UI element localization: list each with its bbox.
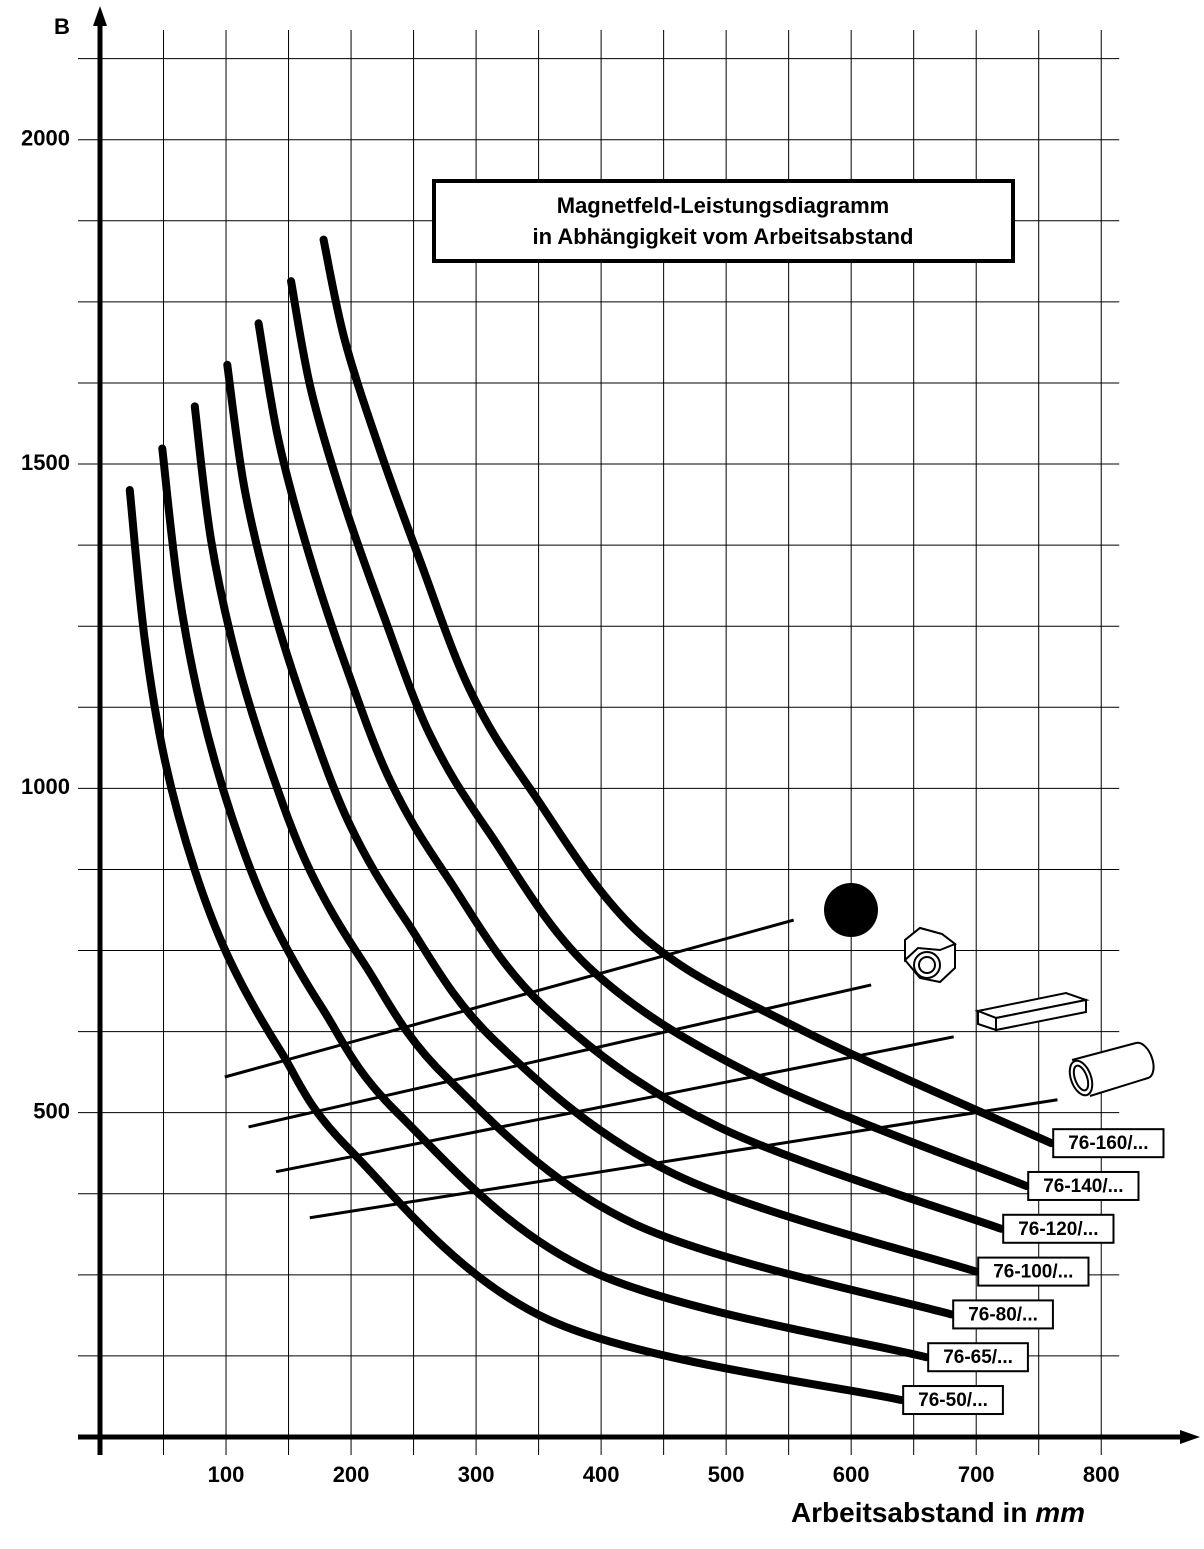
x-tick-label: 800 [1083,1462,1120,1487]
series-label: 76-160/... [1068,1133,1148,1154]
x-axis-unit: mm [1035,1497,1085,1528]
series-label: 76-120/... [1018,1219,1098,1240]
x-axis-label-text: Arbeitsabstand in [791,1497,1027,1528]
x-axis-label: Arbeitsabstand in mm [791,1497,1085,1528]
x-axis-arrow [1180,1430,1200,1444]
object-line [249,985,872,1127]
y-tick-label: 500 [33,1098,70,1123]
series-label: 76-80/... [968,1304,1038,1325]
plot-area: 76-50/... 76-65/... 76-80/... 76-100/... 76-… [130,240,1164,1414]
x-tick-label: 400 [583,1462,620,1487]
curve [324,240,1052,1144]
series-label: 76-65/... [943,1347,1013,1368]
chart: B Arbeitsabstand in mm Magnetfeld-Leistu… [0,0,1204,1549]
curve [291,281,1026,1186]
ball-icon [824,883,878,937]
series-label: 76-140/... [1043,1176,1123,1197]
x-tick-label: 300 [458,1462,495,1487]
y-axis-label: B [54,14,70,39]
y-tick-label: 1000 [21,774,70,799]
series-label: 76-50/... [918,1390,988,1411]
x-tick-label: 600 [833,1462,870,1487]
series-label: 76-100/... [993,1262,1073,1283]
x-tick-label: 700 [958,1462,995,1487]
x-tick-label: 200 [333,1462,370,1487]
bar-icon [978,993,1086,1030]
chart-title: Magnetfeld-Leistungsdiagramm [557,193,889,218]
tube-icon [1065,1043,1153,1099]
curve [259,323,1002,1228]
x-tick-label: 500 [708,1462,745,1487]
y-axis-arrow [93,6,107,26]
chart-title: in Abhängigkeit vom Arbeitsabstand [533,224,914,249]
y-tick-label: 2000 [21,126,70,151]
y-tick-label: 1500 [21,450,70,475]
nut-icon [905,928,955,982]
x-tick-label: 100 [208,1462,245,1487]
